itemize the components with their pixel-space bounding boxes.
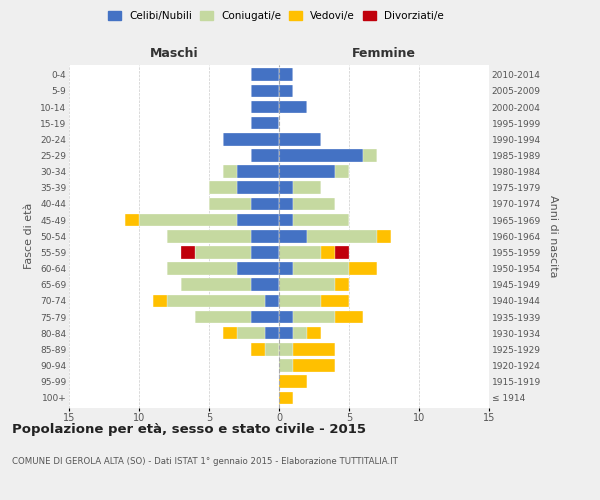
Bar (377, 230, 391, 242)
Bar (195, 310, 251, 324)
Bar (321, 294, 349, 307)
Bar (279, 262, 293, 275)
Bar (139, 214, 237, 226)
Bar (363, 149, 377, 162)
Bar (251, 246, 279, 258)
Bar (293, 359, 335, 372)
Text: COMUNE DI GEROLA ALTA (SO) - Dati ISTAT 1° gennaio 2015 - Elaborazione TUTTITALI: COMUNE DI GEROLA ALTA (SO) - Dati ISTAT … (12, 458, 398, 466)
Bar (335, 278, 349, 291)
Bar (279, 310, 293, 324)
Text: Maschi: Maschi (149, 47, 199, 60)
Bar (293, 262, 349, 275)
Bar (167, 294, 265, 307)
Bar (251, 343, 265, 355)
Y-axis label: Anni di nascita: Anni di nascita (548, 195, 557, 278)
Bar (279, 149, 363, 162)
Bar (251, 68, 279, 81)
Bar (279, 182, 293, 194)
Bar (335, 246, 349, 258)
Bar (279, 214, 293, 226)
Bar (265, 294, 279, 307)
Bar (279, 100, 307, 114)
Bar (223, 166, 237, 178)
Bar (293, 327, 307, 340)
Bar (251, 230, 279, 242)
Bar (307, 230, 377, 242)
Bar (153, 294, 167, 307)
Bar (279, 343, 293, 355)
Bar (293, 310, 335, 324)
Bar (335, 310, 363, 324)
Bar (237, 182, 279, 194)
Bar (279, 376, 307, 388)
Bar (223, 327, 237, 340)
Bar (293, 343, 335, 355)
Bar (279, 84, 293, 97)
Bar (209, 198, 251, 210)
Bar (293, 214, 349, 226)
Text: Popolazione per età, sesso e stato civile - 2015: Popolazione per età, sesso e stato civil… (12, 422, 366, 436)
Bar (209, 182, 237, 194)
Bar (293, 198, 335, 210)
Bar (335, 166, 349, 178)
Bar (265, 343, 279, 355)
Bar (251, 100, 279, 114)
Bar (293, 182, 321, 194)
Bar (279, 294, 321, 307)
Bar (237, 166, 279, 178)
Bar (251, 278, 279, 291)
Bar (237, 262, 279, 275)
Bar (265, 327, 279, 340)
Text: Femmine: Femmine (352, 47, 416, 60)
Bar (251, 84, 279, 97)
Y-axis label: Fasce di età: Fasce di età (25, 203, 34, 270)
Bar (279, 230, 307, 242)
Bar (279, 198, 293, 210)
Bar (181, 278, 251, 291)
Bar (349, 262, 377, 275)
Bar (181, 246, 195, 258)
Bar (251, 117, 279, 130)
Bar (223, 133, 279, 145)
Bar (167, 262, 237, 275)
Bar (125, 214, 139, 226)
Bar (237, 214, 279, 226)
Bar (279, 166, 335, 178)
Bar (167, 230, 251, 242)
Bar (279, 278, 335, 291)
Bar (251, 198, 279, 210)
Bar (279, 392, 293, 404)
Bar (279, 327, 293, 340)
Legend: Celibi/Nubili, Coniugati/e, Vedovi/e, Divorziati/e: Celibi/Nubili, Coniugati/e, Vedovi/e, Di… (105, 8, 447, 24)
Bar (279, 246, 321, 258)
Bar (251, 149, 279, 162)
Bar (279, 359, 293, 372)
Bar (237, 327, 265, 340)
Bar (195, 246, 251, 258)
Bar (321, 246, 335, 258)
Bar (307, 327, 321, 340)
Bar (279, 133, 321, 145)
Bar (279, 68, 293, 81)
Bar (251, 310, 279, 324)
